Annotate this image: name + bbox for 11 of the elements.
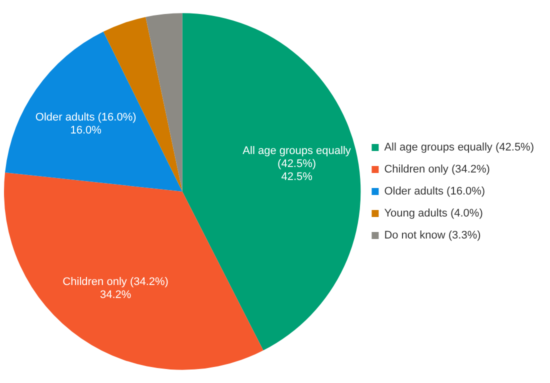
legend-label: Young adults (4.0%) [384, 208, 483, 220]
legend-label: Older adults (16.0%) [384, 186, 486, 198]
data-label: 34.2% [100, 288, 132, 301]
data-label: 16.0% [70, 124, 102, 137]
data-label: 42.5% [281, 171, 313, 184]
legend-label: Do not know (3.3%) [384, 230, 481, 242]
legend-label: Children only (34.2%) [384, 164, 490, 176]
legend-label: All age groups equally (42.5%) [384, 142, 534, 154]
slice-label: Older adults (16.0%) [35, 112, 136, 124]
slice-label: Children only (34.2%) [62, 276, 168, 288]
slice-label: All age groups equally (42.5%) [242, 145, 352, 170]
